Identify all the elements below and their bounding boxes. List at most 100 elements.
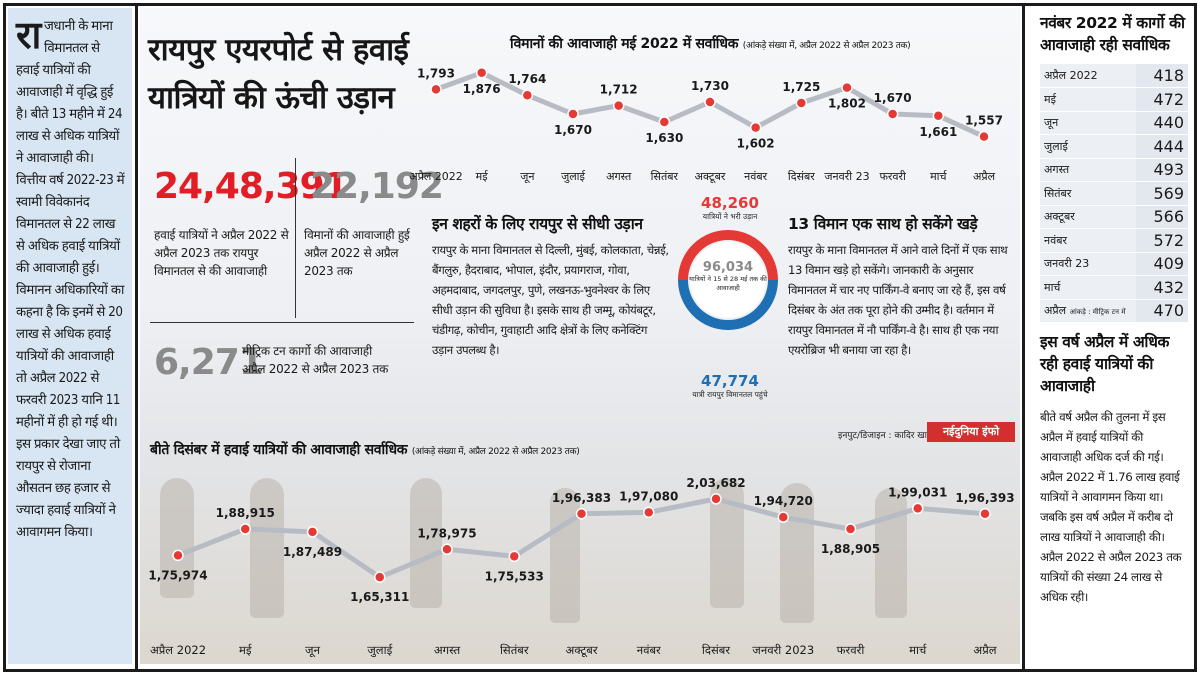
- traveler-silhouette: [550, 488, 580, 623]
- data-point: [795, 97, 808, 109]
- passengers-total: 24,48,391: [154, 166, 349, 207]
- cargo-row: जुलाई 444: [1040, 134, 1188, 159]
- x-tick-label: अगस्त: [606, 170, 632, 183]
- data-point: [441, 543, 453, 556]
- cargo-row: अक्टूबर 566: [1040, 205, 1188, 229]
- arrived-block: 47,774 यात्री रायपुर विमानतल पहुंचे: [660, 372, 800, 400]
- data-point: [643, 506, 655, 519]
- cargo-caption: मीट्रिक टन कार्गो की आवाजाही अप्रैल 2022…: [242, 344, 388, 376]
- cargo-row: अगस्त 493: [1040, 158, 1188, 182]
- brand-badge: नईदुनिया इंफो: [927, 422, 1015, 442]
- donut-total-value: 96,034: [702, 260, 754, 275]
- cargo-value: 444: [1136, 134, 1188, 159]
- traveler-silhouette: [250, 478, 284, 618]
- data-label: 1,88,905: [821, 542, 880, 556]
- data-point: [475, 67, 488, 79]
- data-label: 1,670: [874, 91, 912, 105]
- cargo-row: अप्रैल आंकड़े : मीट्रिक टन में 470: [1040, 299, 1188, 323]
- cargo-row: जून 440: [1040, 111, 1188, 135]
- cargo-table-title: नवंबर 2022 में कार्गो की आवाजाही रही सर्…: [1040, 14, 1185, 54]
- donut-departed-arc: [678, 230, 778, 281]
- traveler-silhouette: [780, 483, 814, 623]
- x-tick-label: जुलाई: [367, 643, 393, 658]
- headline: रायपुर एयरपोर्ट से हवाई यात्रियों की ऊंच…: [148, 32, 409, 116]
- x-tick-label: अप्रैल 2022: [150, 643, 206, 657]
- cargo-value: 418: [1136, 64, 1188, 88]
- passengers-caption: हवाई यात्रियों ने अप्रैल 2022 से अप्रैल …: [154, 228, 289, 278]
- x-tick-label: सितंबर: [651, 170, 679, 183]
- center-infographic: रायपुर एयरपोर्ट से हवाई यात्रियों की ऊंच…: [140, 8, 1020, 664]
- column-divider-right: [1022, 6, 1025, 669]
- data-label: 1,78,975: [417, 526, 476, 540]
- cargo-last-month: अप्रैल: [1044, 304, 1067, 318]
- traveler-silhouette: [160, 478, 194, 598]
- donut-total-label: यात्रियों ने 15 से 28 मई तक की आवाजाही: [689, 275, 767, 292]
- data-label: 2,03,682: [686, 476, 745, 490]
- data-label: 1,87,489: [283, 545, 342, 559]
- donut-center-block: 96,034 यात्रियों ने 15 से 28 मई तक की आव…: [688, 260, 768, 293]
- flights-line-chart: 1,793 अप्रैल 2022 1,876 मई 1,764 जून 1,670 जुला…: [410, 66, 1003, 184]
- data-label: 1,725: [782, 80, 820, 94]
- flights-chart-subtitle: (आंकड़े संख्या में, अप्रैल 2022 से अप्रै…: [742, 41, 911, 51]
- parking-title: 13 विमान एक साथ हो सकेंगे खड़े: [788, 215, 978, 233]
- cargo-row: सितंबर 569: [1040, 181, 1188, 206]
- cargo-month: जून: [1040, 111, 1136, 135]
- parking-text: रायपुर के माना विमानतल में आने वाले दिनो…: [788, 243, 1008, 357]
- cargo-row: मार्च 432: [1040, 275, 1188, 300]
- data-point: [521, 89, 534, 101]
- flights-chart-title: विमानों की आवाजाही मई 2022 में सर्वाधिक …: [510, 34, 911, 53]
- donut-arrived-arc: [678, 279, 778, 330]
- april-story-title: इस वर्ष अप्रैल में अधिक रही हवाई यात्रिय…: [1040, 333, 1169, 395]
- data-label: 1,75,533: [485, 569, 544, 583]
- data-label: 1,96,393: [955, 491, 1014, 505]
- donut-center: [690, 242, 766, 318]
- x-tick-label: नवंबर: [744, 170, 768, 183]
- data-point: [844, 523, 857, 535]
- design-credit: इनपुट/डिजाइन : कादिर खान: [838, 431, 933, 441]
- cargo-value: 493: [1136, 158, 1188, 182]
- traveler-silhouette: [410, 478, 442, 608]
- cargo-value: 440: [1136, 111, 1188, 135]
- data-point: [374, 571, 386, 583]
- x-tick-label: मई: [476, 170, 489, 183]
- data-label: 1,94,720: [754, 494, 813, 508]
- cargo-month: अक्टूबर: [1040, 205, 1136, 229]
- x-tick-label: मार्च: [909, 643, 927, 657]
- cargo-month: नवंबर: [1040, 228, 1136, 253]
- data-label: 1,99,031: [888, 485, 947, 499]
- intro-paragraph: रा जधानी के माना विमानतल से हवाई यात्रियो…: [16, 16, 126, 544]
- cargo-value: 432: [1136, 275, 1188, 300]
- data-point: [749, 121, 762, 134]
- column-divider-left: [135, 6, 138, 669]
- data-label: 1,876: [463, 82, 501, 96]
- x-tick-label: जनवरी 2023: [752, 643, 814, 657]
- arrived-value: 47,774: [701, 372, 759, 390]
- x-tick-label: फरवरी: [837, 643, 866, 657]
- x-tick-label: जून: [520, 170, 535, 184]
- x-tick-label: जुलाई: [561, 170, 586, 183]
- cargo-month: सितंबर: [1040, 181, 1136, 206]
- cargo-month: मार्च: [1040, 275, 1136, 300]
- cargo-month: अप्रैल आंकड़े : मीट्रिक टन में: [1040, 299, 1136, 323]
- data-point: [575, 508, 588, 520]
- x-tick-label: फरवरी: [879, 170, 906, 183]
- data-label: 1,802: [828, 97, 866, 111]
- passengers-chart-title-text: बीते दिसंबर में हवाई यात्रियों की आवाजाह…: [150, 442, 408, 458]
- departed-block: 48,260 यात्रियों ने भरी उड़ान: [670, 194, 790, 222]
- cargo-month: अगस्त: [1040, 158, 1136, 182]
- data-point: [704, 96, 716, 108]
- passenger-donut: [678, 230, 778, 330]
- x-tick-label: अप्रैल: [973, 170, 996, 183]
- data-point: [979, 508, 991, 520]
- passengers-line-chart: 1,75,974 अप्रैल 2022 1,88,915 मई 1,87,489 जून…: [148, 476, 1014, 658]
- data-point: [612, 99, 625, 112]
- cargo-month: मई: [1040, 87, 1136, 112]
- data-point: [886, 108, 899, 120]
- x-tick-label: नवंबर: [637, 643, 661, 657]
- flights-caption: विमानों की आवाजाही हुई अप्रैल 2022 से अप…: [304, 228, 410, 278]
- data-point: [430, 83, 442, 96]
- data-label: 1,712: [600, 83, 638, 97]
- data-label: 1,630: [645, 131, 683, 145]
- data-point: [508, 550, 520, 563]
- cargo-value: 572: [1136, 228, 1188, 253]
